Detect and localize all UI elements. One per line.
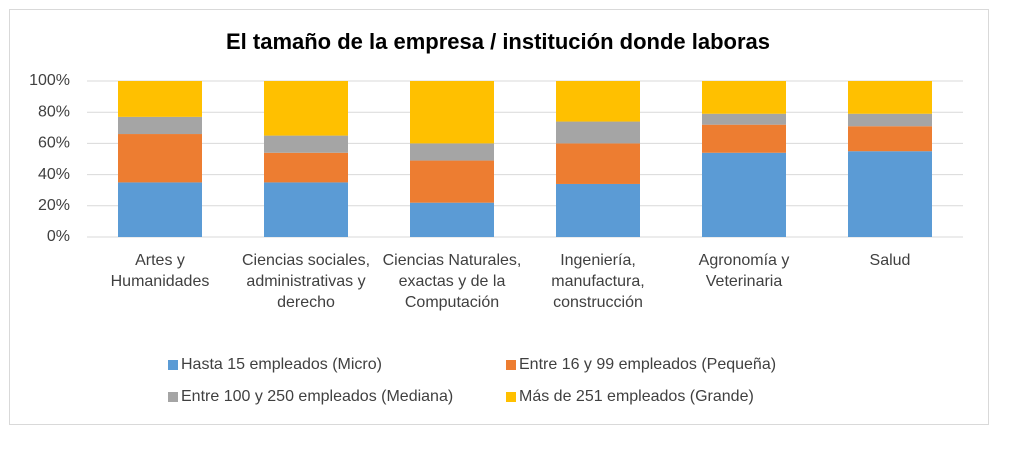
- bar-segment: [848, 113, 932, 127]
- legend-swatch: [506, 360, 516, 370]
- bar-segment: [702, 113, 786, 125]
- bar-segment: [118, 81, 202, 117]
- legend-label: Hasta 15 empleados (Micro): [181, 356, 382, 373]
- bar-segment: [410, 81, 494, 144]
- legend-label: Más de 251 empleados (Grande): [519, 388, 754, 405]
- y-tick-label: 0%: [47, 228, 70, 245]
- bar-segment: [702, 124, 786, 153]
- bar-segment: [556, 143, 640, 184]
- y-tick-label: 40%: [38, 166, 70, 183]
- bar-segment: [410, 160, 494, 203]
- legend-swatch: [506, 392, 516, 402]
- y-tick-label: 60%: [38, 135, 70, 152]
- bar-segment: [118, 182, 202, 237]
- bar-segment: [848, 81, 932, 114]
- legend-swatch: [168, 360, 178, 370]
- bar-segment: [264, 152, 348, 183]
- chart-title: El tamaño de la empresa / institución do…: [226, 29, 770, 54]
- bar-segment: [118, 116, 202, 135]
- x-tick-label: Agronomía y Veterinaria: [698, 252, 790, 290]
- bar-segment: [702, 81, 786, 114]
- x-tick-label: Ciencias Naturales, exactas y de la Comp…: [382, 252, 522, 311]
- x-tick-label: Ciencias sociales, administrativas y der…: [241, 252, 371, 311]
- bar-segment: [410, 143, 494, 161]
- x-tick-label: Ingeniería, manufactura, construcción: [551, 252, 645, 311]
- bar-segment: [556, 81, 640, 122]
- bar-segment: [556, 121, 640, 144]
- bar-segment: [410, 202, 494, 237]
- y-tick-label: 100%: [29, 72, 70, 89]
- bar-segment: [264, 81, 348, 136]
- bar-segment: [702, 152, 786, 237]
- x-tick-label: Artes y Humanidades: [110, 252, 210, 290]
- bar-segment: [264, 182, 348, 237]
- bar-segment: [118, 134, 202, 183]
- bar-segment: [556, 183, 640, 237]
- bar-segment: [848, 151, 932, 237]
- bar-segment: [264, 135, 348, 153]
- x-tick-label: Salud: [869, 252, 911, 269]
- legend-swatch: [168, 392, 178, 402]
- y-tick-label: 80%: [38, 103, 70, 120]
- legend-label: Entre 16 y 99 empleados (Pequeña): [519, 356, 776, 373]
- y-tick-label: 20%: [38, 197, 70, 214]
- legend-label: Entre 100 y 250 empleados (Mediana): [181, 388, 453, 405]
- bar-segment: [848, 126, 932, 152]
